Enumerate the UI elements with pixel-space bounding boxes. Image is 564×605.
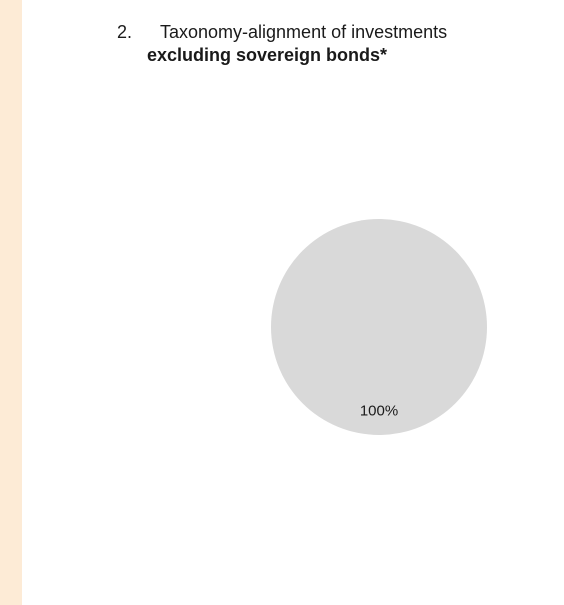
pie-slice-1 [271, 219, 487, 435]
pie-slice-label-1: 100% [360, 403, 398, 420]
chart-subtitle: excluding sovereign bonds* [147, 45, 388, 65]
chart-number: 2. [117, 22, 133, 42]
chart-title: Taxonomy-alignment of investments [160, 22, 448, 42]
